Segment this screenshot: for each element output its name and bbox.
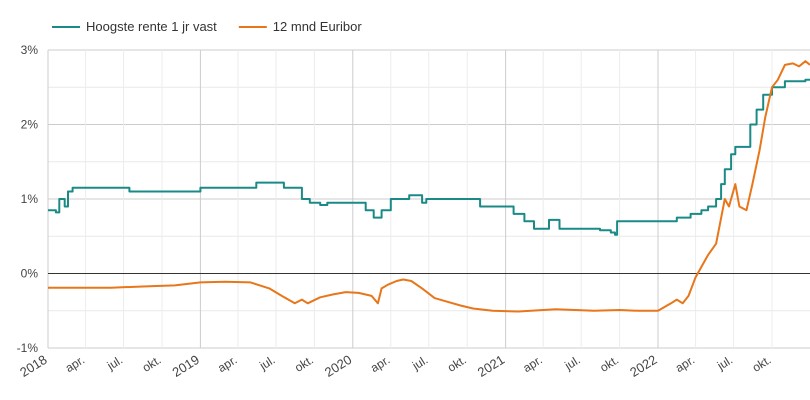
x-tick-label: jul. [409,353,430,374]
x-tick-label: apr. [520,353,544,375]
x-tick-label: apr. [63,353,87,375]
x-tick-label: jul. [104,353,125,374]
series-line-1 [48,60,810,313]
x-tick-label: 2021 [475,352,507,380]
x-tick-label: okt. [445,353,469,375]
x-tick-label: 2019 [170,352,202,380]
x-tick-label: 2020 [322,352,354,380]
legend: Hoogste rente 1 jr vast 12 mnd Euribor [52,19,362,34]
x-tick-label: apr. [215,353,239,375]
y-tick-label: 3% [21,43,39,57]
series-line-0 [48,78,810,236]
x-tick-label: 2022 [627,352,659,380]
y-tick-label: -1% [17,341,39,355]
y-axis: -1% 0% 1% 2% 3% [17,43,39,355]
legend-label-1[interactable]: 12 mnd Euribor [273,19,363,34]
x-tick-label: jul. [256,353,277,374]
series-group [48,60,810,313]
x-axis: 2018 apr. jul. okt. 2019 apr. jul. okt. 2020 apr.… [17,352,773,380]
x-tick-label: okt. [140,353,164,375]
legend-label-0[interactable]: Hoogste rente 1 jr vast [86,19,217,34]
x-tick-label: 2018 [17,352,49,380]
x-tick-label: okt. [597,353,621,375]
y-tick-label: 2% [21,118,39,132]
x-tick-label: jul. [562,353,583,374]
x-tick-label: apr. [368,353,392,375]
grid [47,49,810,349]
x-tick-label: apr. [673,353,697,375]
y-tick-label: 1% [21,192,39,206]
y-tick-label: 0% [21,267,39,281]
x-tick-label: okt. [750,353,774,375]
x-tick-label: okt. [292,353,316,375]
x-tick-label: jul. [714,353,735,374]
